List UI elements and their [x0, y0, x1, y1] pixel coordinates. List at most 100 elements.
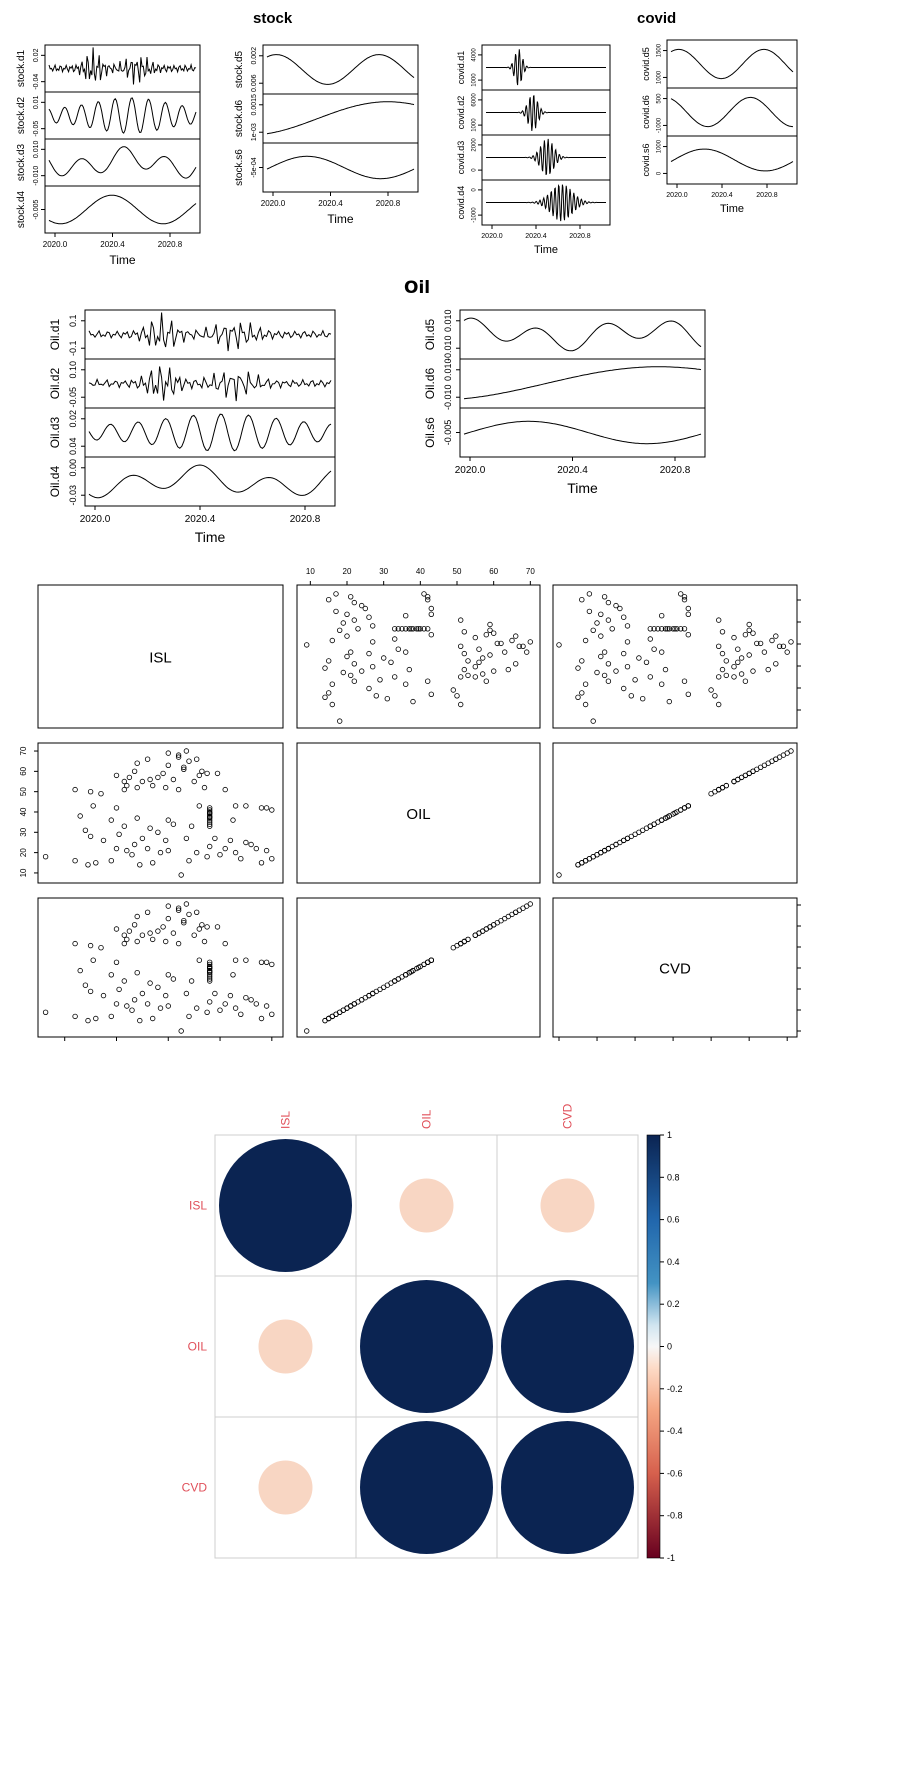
scatter-point: [178, 1028, 184, 1034]
scatter-point: [428, 611, 434, 617]
y-tick-label: 20: [19, 848, 28, 857]
scatter-point: [322, 665, 328, 671]
scatter-point: [232, 803, 239, 809]
corr-circle: [360, 1280, 493, 1413]
scatter-point: [670, 626, 676, 632]
y-tick-label: 0: [657, 171, 663, 175]
scatter-point: [113, 805, 120, 811]
y-tick-label: -0.05: [33, 121, 40, 137]
scatter-point: [384, 695, 390, 702]
scatter-point: [636, 655, 642, 661]
scatter-point: [165, 750, 171, 756]
series-line: [670, 96, 793, 128]
scatter-point: [662, 626, 669, 632]
y-tick-label: 4000: [472, 48, 478, 62]
y-tick-label: 1000: [657, 139, 663, 153]
scatter-point: [472, 674, 478, 680]
scatter-point: [340, 669, 346, 676]
scatter-point: [428, 631, 434, 638]
scatter-point: [450, 945, 456, 951]
scatter-point: [121, 823, 127, 829]
scatter-point: [666, 698, 672, 705]
scatter-point: [483, 631, 489, 638]
scatter-point: [201, 938, 208, 945]
y-axis-label: Oil.d6: [423, 368, 437, 400]
scatter-point: [621, 685, 627, 692]
scatter-point: [664, 626, 671, 632]
scatter-point: [206, 821, 213, 827]
scatter-point: [712, 693, 718, 699]
plot-frame: [262, 44, 419, 193]
scatter-point: [183, 990, 190, 997]
scatter-point: [113, 959, 120, 965]
series-line: [48, 146, 197, 179]
scatter-point: [502, 649, 508, 655]
y-tick-label: 60: [19, 766, 28, 775]
scatter-point: [206, 819, 213, 825]
y-axis-label: covid.d5: [641, 47, 651, 81]
scatter-point: [370, 639, 376, 645]
series-line: [486, 138, 606, 176]
y-axis-label: covid.d6: [641, 95, 651, 129]
correlation-plot: ISL ISL OIL OIL CVD CVD 1 0.8 0.6 0.4 0.2 0 -0.2 -0.4…: [182, 1103, 683, 1563]
scatter-point: [100, 837, 107, 844]
scatter-point: [425, 597, 431, 603]
scatter-point: [674, 626, 680, 632]
scatter-point: [77, 813, 83, 819]
corr-circle: [399, 1178, 454, 1233]
scatter-point: [232, 1005, 239, 1011]
scatter-point: [206, 972, 213, 978]
scatter-point: [750, 668, 756, 674]
series-line: [48, 97, 197, 134]
scatter-point: [399, 626, 405, 632]
stock-detail-panel-a: stock.d1 0.02 -0.04 stock.d2 0.01 -0.05 stock.…: [16, 44, 201, 267]
scatter-point: [217, 852, 223, 858]
scatter-point: [458, 940, 464, 947]
scatter-point: [212, 835, 218, 842]
scatter-point: [178, 872, 184, 878]
series-line: [88, 464, 332, 499]
x-axis-label: Time: [534, 244, 558, 256]
scatter-point: [108, 858, 114, 864]
colorbar-tick-label: 1: [667, 1130, 672, 1140]
scatter-point: [708, 687, 714, 693]
scatter-point: [723, 658, 729, 664]
y-axis-label: covid.d3: [456, 141, 466, 175]
scatter-point: [165, 817, 171, 823]
x-tick-label: 2020.8: [660, 465, 691, 476]
scatter-point: [640, 695, 646, 702]
y-tick-label: 0.0015: [251, 94, 258, 116]
y-tick-label: 2000: [472, 138, 478, 152]
scatter-point: [87, 988, 94, 995]
scatter-point: [333, 591, 339, 597]
scatter-point: [340, 620, 346, 626]
scatter-point: [326, 597, 332, 603]
variable-label: CVD: [659, 961, 691, 978]
scatter-point: [773, 633, 779, 639]
variable-label: OIL: [406, 806, 430, 823]
scatter-point: [230, 817, 236, 823]
scatter-point: [480, 655, 486, 661]
scatter-point: [193, 909, 200, 915]
scatter-point: [373, 693, 379, 699]
scatter-point: [582, 637, 589, 644]
scatter-point: [377, 677, 383, 683]
scatter-point: [651, 646, 657, 652]
y-tick-label: 50: [19, 787, 28, 796]
scatter-point: [509, 637, 515, 644]
scatter-point: [672, 810, 678, 816]
scatter-point: [230, 972, 236, 978]
colorbar-tick-label: 0.6: [667, 1215, 680, 1225]
series-line: [670, 48, 794, 80]
colorbar-tick-label: 0: [667, 1342, 672, 1352]
scatter-point: [329, 681, 335, 687]
scatter-point: [406, 666, 412, 673]
scatter-point: [678, 591, 684, 597]
scatter-point: [731, 778, 737, 785]
scatter-point: [659, 649, 665, 655]
scatter-point: [126, 774, 133, 781]
scatter-point: [344, 653, 350, 660]
scatter-point: [186, 1013, 192, 1020]
y-axis-label: stock.d6: [234, 99, 245, 137]
scatter-point: [651, 626, 657, 632]
